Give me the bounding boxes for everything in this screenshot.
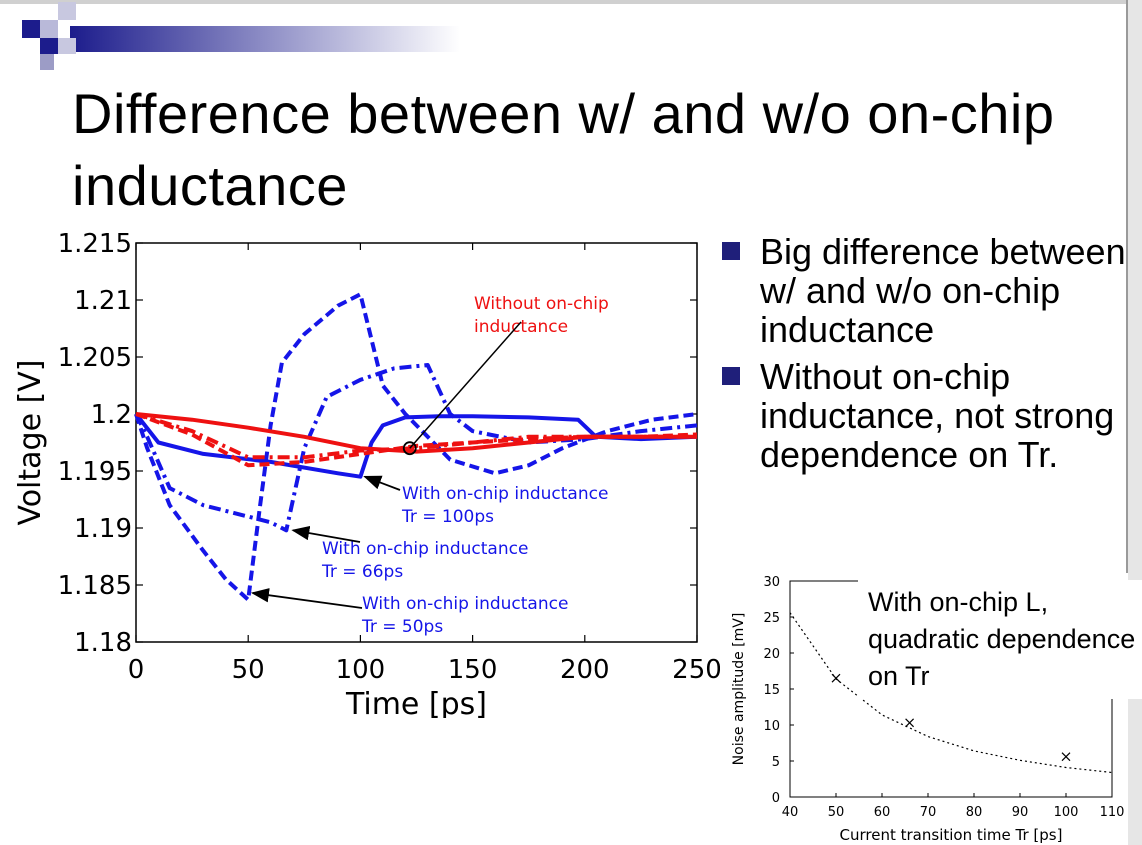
voltage-time-chart: 0 50 100 150 200 250 1.18 1.185 1.19 1.195 1.2 1.20… xyxy=(13,229,720,718)
inset-data-point xyxy=(905,718,915,728)
annotation-arrow xyxy=(363,475,401,491)
annotation-label: Tr = 100ps xyxy=(401,507,494,527)
bullet-item: Without on-chip inductance, not strong d… xyxy=(718,357,1128,474)
inset-x-tick-label: 40 xyxy=(782,805,799,820)
window-top-border xyxy=(0,0,1142,4)
inset-x-tick-label: 100 xyxy=(1054,805,1079,820)
annotation-label: Tr = 66ps xyxy=(321,562,403,582)
inset-y-tick-label: 25 xyxy=(763,611,780,626)
annotation-label: Without on-chip xyxy=(474,294,609,314)
inset-data-point xyxy=(1061,752,1071,762)
y-tick-label: 1.215 xyxy=(58,229,132,259)
x-tick-label: 150 xyxy=(448,655,498,685)
y-tick-label: 1.19 xyxy=(74,514,132,544)
y-axis-label: Voltage [V] xyxy=(13,360,48,526)
inset-x-tick-label: 60 xyxy=(874,805,891,820)
x-tick-label: 200 xyxy=(560,655,610,685)
annotation-pointer-line xyxy=(409,321,522,449)
inset-x-tick-label: 70 xyxy=(920,805,937,820)
title-bar-decoration xyxy=(22,2,460,70)
inset-x-tick-label: 80 xyxy=(966,805,983,820)
bullet-square-icon xyxy=(722,242,740,260)
inset-y-tick-label: 10 xyxy=(763,719,780,734)
inset-x-axis-label: Current transition time Tr [ps] xyxy=(840,826,1063,844)
y-tick-label: 1.21 xyxy=(74,286,132,316)
inset-y-axis-label: Noise amplitude [mV] xyxy=(731,613,747,766)
y-tick-label: 1.195 xyxy=(58,457,132,487)
series-line-blue-dashed xyxy=(134,292,698,602)
plot-frame xyxy=(135,242,698,643)
inset-data-point xyxy=(831,673,841,683)
bullet-item: Big difference between w/ and w/o on-chi… xyxy=(718,232,1128,349)
inset-note: With on-chip L, quadratic dependence on … xyxy=(858,580,1142,699)
inset-fit-curve xyxy=(789,612,1113,774)
y-tick-label: 1.205 xyxy=(58,343,132,373)
bullet-square-icon xyxy=(722,367,740,385)
bullet-text: Big difference between w/ and w/o on-chi… xyxy=(760,231,1126,350)
x-tick-label: 250 xyxy=(672,655,720,685)
inset-y-tick-label: 15 xyxy=(763,683,780,698)
bullet-list: Big difference between w/ and w/o on-chi… xyxy=(718,232,1128,482)
inset-x-tick-label: 50 xyxy=(828,805,845,820)
inset-y-tick-label: 0 xyxy=(772,791,780,806)
window-scrollbar[interactable] xyxy=(1126,0,1142,845)
bullet-text: Without on-chip inductance, not strong d… xyxy=(760,356,1115,475)
annotation-label: With on-chip inductance xyxy=(402,484,608,504)
annotation-marker-circle xyxy=(402,441,417,456)
annotation-label: With on-chip inductance xyxy=(362,594,568,614)
inset-y-tick-label: 20 xyxy=(763,647,780,662)
inset-y-tick-label: 5 xyxy=(772,755,780,770)
y-tick-label: 1.185 xyxy=(58,571,132,601)
x-tick-label: 0 xyxy=(128,655,145,685)
annotation-label: inductance xyxy=(474,317,568,337)
x-tick-label: 100 xyxy=(336,655,386,685)
series-line-red-solid xyxy=(135,412,697,454)
annotation-label: With on-chip inductance xyxy=(322,539,528,559)
annotation-arrow xyxy=(291,525,361,543)
slide-title: Difference between w/ and w/o on-chip in… xyxy=(72,82,1055,217)
y-tick-label: 1.2 xyxy=(91,400,132,430)
inset-x-tick-label: 110 xyxy=(1100,805,1125,820)
x-axis-label: Time [ps] xyxy=(345,687,487,718)
annotation-arrow xyxy=(250,588,363,609)
inset-x-tick-label: 90 xyxy=(1012,805,1029,820)
x-tick-label: 50 xyxy=(232,655,265,685)
inset-y-tick-label: 30 xyxy=(763,575,780,590)
y-tick-label: 1.18 xyxy=(74,628,132,658)
annotation-label: Tr = 50ps xyxy=(361,617,443,637)
